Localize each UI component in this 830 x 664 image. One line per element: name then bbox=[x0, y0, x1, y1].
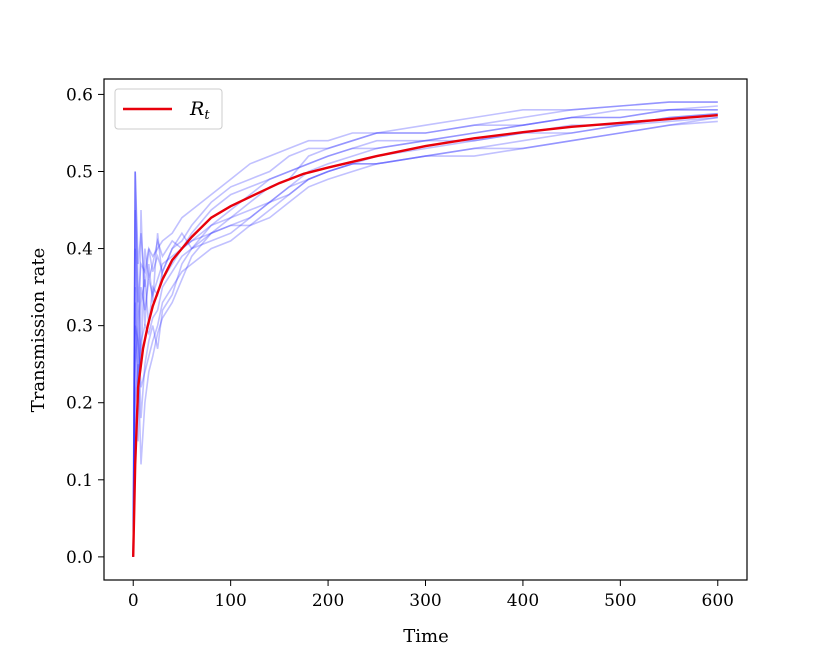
x-tick-label: 100 bbox=[214, 591, 246, 611]
legend-label-subscript: t bbox=[204, 108, 210, 123]
y-tick-label: 0.2 bbox=[66, 394, 93, 414]
y-axis-label: Transmission rate bbox=[28, 248, 49, 413]
mean-curve-line bbox=[132, 114, 718, 557]
plot-area bbox=[132, 101, 718, 557]
legend-label-main: R bbox=[189, 98, 204, 120]
sample-path-3 bbox=[132, 120, 718, 557]
y-tick-label: 0.6 bbox=[66, 85, 93, 105]
x-axis-label: Time bbox=[403, 626, 448, 647]
sample-path-6 bbox=[132, 109, 718, 557]
sample-path-2 bbox=[132, 101, 718, 557]
y-tick-label: 0.0 bbox=[66, 548, 93, 568]
x-tick-label: 300 bbox=[409, 591, 441, 611]
x-tick-label: 0 bbox=[128, 591, 139, 611]
legend-label-mean: Rt bbox=[189, 98, 210, 123]
x-tick-label: 200 bbox=[312, 591, 344, 611]
sample-path-5 bbox=[132, 116, 718, 557]
sample-path-8 bbox=[132, 112, 718, 557]
sample-path-4 bbox=[132, 109, 718, 557]
x-axis-ticks: 0 100 200 300 400 500 600 bbox=[128, 580, 734, 611]
y-tick-label: 0.5 bbox=[66, 162, 93, 182]
legend: Rt bbox=[114, 88, 223, 130]
y-axis-ticks: 0.0 0.1 0.2 0.3 0.4 0.5 0.6 bbox=[66, 85, 104, 568]
x-tick-label: 600 bbox=[702, 591, 734, 611]
sample-path-9 bbox=[132, 101, 718, 557]
sample-paths bbox=[132, 101, 718, 557]
x-tick-label: 500 bbox=[604, 591, 636, 611]
x-tick-label: 400 bbox=[507, 591, 539, 611]
y-tick-label: 0.3 bbox=[66, 317, 93, 337]
sample-path-10 bbox=[132, 116, 718, 557]
y-tick-label: 0.1 bbox=[66, 471, 93, 491]
sample-path-7 bbox=[132, 112, 718, 557]
y-tick-label: 0.4 bbox=[66, 240, 93, 260]
sample-path-1 bbox=[132, 105, 718, 557]
plot-frame bbox=[103, 78, 748, 581]
